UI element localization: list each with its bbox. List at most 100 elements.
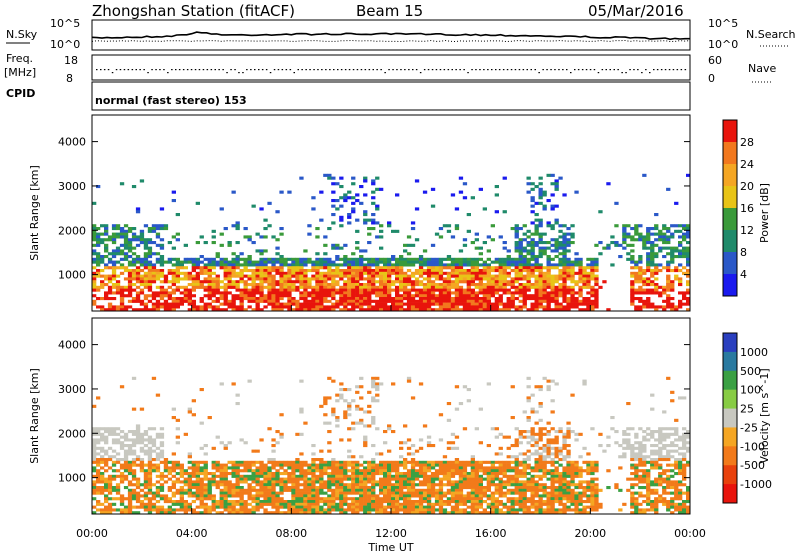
heatmap-cell [223,285,228,289]
heatmap-cell [367,474,372,478]
heatmap-cell [658,229,663,233]
heatmap-cell [127,299,133,303]
heatmap-cell [171,288,176,292]
heatmap-cell [446,469,452,473]
heatmap-cell [271,263,276,267]
heatmap-cell [279,483,284,487]
heatmap-cell [514,235,519,239]
heatmap-cell [203,269,208,273]
heatmap-cell [315,266,320,270]
heatmap-cell [147,483,153,487]
heatmap-cell [450,441,456,445]
heatmap-cell [554,255,559,259]
heatmap-cell [682,297,687,301]
heatmap-cell [315,505,320,509]
heatmap-cell [594,288,599,292]
heatmap-cell [534,277,539,281]
heatmap-cell [670,224,675,228]
heatmap-cell [506,483,511,487]
heatmap-cell [335,474,340,478]
heatmap-cell [92,238,97,242]
heatmap-cell [371,483,376,487]
heatmap-cell [267,477,272,481]
heatmap-cell [243,502,248,506]
heatmap-cell [590,302,595,306]
heatmap-cell [219,243,224,247]
heatmap-cell [379,305,384,309]
heatmap-cell [311,297,316,301]
heatmap-cell [682,235,687,239]
heatmap-cell [406,299,412,303]
heatmap-cell [235,308,240,312]
heatmap-cell [147,294,153,298]
heatmap-cell [470,263,475,267]
heatmap-cell [486,444,491,448]
heatmap-cell [682,238,687,242]
heatmap-cell [614,224,619,228]
heatmap-cell [151,494,157,498]
heatmap-cell [143,305,149,309]
heatmap-cell [347,404,352,408]
heatmap-cell [147,438,153,442]
heatmap-cell [375,452,380,456]
heatmap-cell [191,491,196,495]
heatmap-cell [446,274,452,278]
heatmap-cell [179,505,184,509]
heatmap-cell [638,305,643,309]
heatmap-cell [470,308,475,312]
heatmap-cell [255,508,260,512]
heatmap-cell [203,491,208,495]
heatmap-cell [96,252,101,256]
colorbar-tick-label: 8 [740,246,747,259]
heatmap-cell [351,500,356,504]
heatmap-cell [510,269,515,273]
heatmap-cell [494,469,499,473]
heatmap-cell [494,488,499,492]
heatmap-cell [211,271,216,275]
heatmap-cell [442,288,448,292]
heatmap-cell [191,508,196,512]
heatmap-cell [303,472,308,476]
heatmap-cell [387,280,392,284]
heatmap-cell [279,432,284,436]
heatmap-cell [446,283,452,287]
heatmap-cell [418,502,424,506]
heatmap-cell [319,511,324,515]
heatmap-cell [335,302,340,306]
heatmap-cell [295,299,300,303]
heatmap-cell [410,480,416,484]
heatmap-cell [347,221,352,225]
heatmap-cell [387,480,392,484]
heatmap-cell [550,308,555,312]
heatmap-cell [319,404,324,408]
freq-point [139,69,141,71]
heatmap-cell [275,252,280,256]
heatmap-cell [414,280,420,284]
heatmap-cell [267,500,272,504]
heatmap-cell [191,302,196,306]
heatmap-cell [283,460,288,464]
heatmap-cell [231,252,236,256]
heatmap-cell [450,432,456,436]
heatmap-cell [626,224,631,228]
heatmap-cell [263,511,268,515]
heatmap-cell [422,260,428,264]
heatmap-cell [111,263,117,267]
heatmap-cell [642,305,647,309]
heatmap-cell [426,277,432,281]
heatmap-cell [574,299,579,303]
heatmap-cell [526,260,531,264]
heatmap-cell [490,463,495,467]
heatmap-cell [343,255,348,259]
heatmap-cell [92,260,97,264]
heatmap-cell [562,235,567,239]
heatmap-cell [131,288,137,292]
heatmap-cell [538,252,543,256]
heatmap-cell [299,277,304,281]
heatmap-cell [247,483,252,487]
heatmap-cell [339,388,344,392]
heatmap-cell [323,511,328,515]
heatmap-cell [131,407,137,411]
heatmap-cell [219,308,224,312]
nsky-tick-bottom: 10^0 [50,38,80,51]
